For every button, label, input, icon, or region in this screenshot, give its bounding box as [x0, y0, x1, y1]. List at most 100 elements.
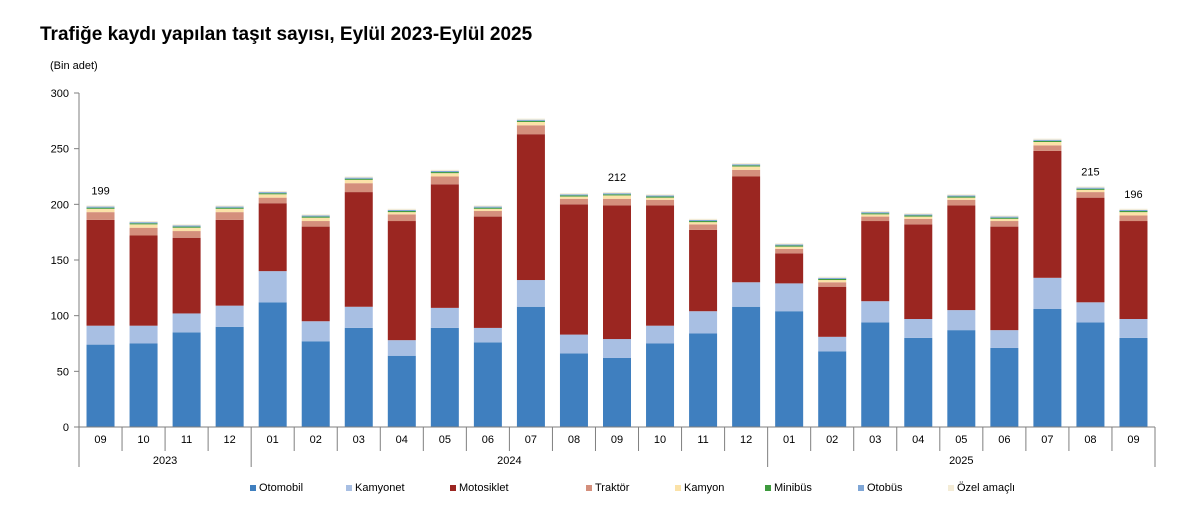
bar-segment: [861, 212, 890, 214]
bar-segment: [904, 214, 933, 216]
bar-segment: [1076, 189, 1105, 193]
bar-segment: [344, 179, 373, 184]
bar-segment: [344, 327, 373, 427]
bar-segment: [129, 235, 158, 326]
bar-segment: [990, 217, 1019, 219]
bar-segment: [1119, 221, 1148, 320]
bar-segment: [990, 216, 1019, 218]
bar-segment: [559, 196, 588, 199]
bar-segment: [861, 213, 890, 215]
x-tick-label: 06: [998, 434, 1010, 446]
bar-segment: [689, 219, 718, 222]
bar-segment: [301, 217, 330, 222]
bar-segment: [129, 221, 158, 223]
bar-segment: [473, 342, 502, 427]
legend-label: Traktör: [595, 482, 630, 494]
bar-segment: [215, 208, 244, 213]
bar-segment: [904, 216, 933, 219]
bar-segment: [732, 306, 761, 427]
bar-segment: [646, 343, 675, 427]
bar-segment: [689, 224, 718, 230]
bar-segment: [603, 339, 631, 358]
bar-segment: [818, 277, 847, 279]
legend-label: Kamyonet: [355, 482, 405, 494]
bar-segment: [215, 219, 244, 306]
y-axis-unit-label: (Bin adet): [50, 60, 98, 72]
bar-segment: [904, 319, 933, 338]
bar-segment: [430, 169, 459, 171]
legend-label: Kamyon: [684, 482, 724, 494]
bar-segment: [689, 229, 718, 312]
x-tick-label: 01: [267, 434, 279, 446]
bar-segment: [1033, 141, 1062, 146]
bar-segment: [344, 176, 373, 178]
bar-segment: [430, 327, 459, 427]
chart-title: Trafiğe kaydı yapılan taşıt sayısı, Eylü…: [40, 24, 533, 45]
legend-swatch: [675, 485, 681, 491]
x-tick-label: 11: [697, 434, 708, 446]
bar-segment: [86, 325, 115, 345]
bar-segment: [1033, 145, 1062, 151]
bar-segment: [172, 227, 201, 232]
bar-segment: [1119, 212, 1148, 216]
bar-segment: [1119, 211, 1148, 213]
bar-segment: [904, 224, 933, 320]
bar-segment: [387, 221, 416, 341]
x-tick-label: 07: [1041, 434, 1053, 446]
bar-segment: [646, 205, 675, 326]
bar-segment: [1119, 208, 1148, 210]
bar-segment: [947, 205, 976, 311]
bar-segment: [258, 271, 287, 303]
bar-segment: [473, 207, 502, 209]
bar-segment: [818, 282, 847, 287]
bar-segment: [1033, 277, 1062, 309]
bar-segment: [129, 343, 158, 427]
y-tick-label: 50: [57, 366, 69, 378]
bar-segment: [818, 351, 847, 427]
bar-segment: [904, 218, 933, 225]
bar-segment: [516, 119, 545, 121]
bar-segment: [516, 306, 545, 427]
bar-segment: [387, 212, 416, 215]
bar-segment: [775, 245, 804, 247]
bar-segment: [1033, 138, 1062, 140]
bar-segment: [258, 302, 287, 427]
bar-segment: [129, 222, 158, 224]
bar-segment: [904, 213, 933, 215]
y-tick-label: 250: [51, 144, 69, 156]
bar-segment: [172, 224, 201, 226]
legend-swatch: [250, 485, 256, 491]
y-tick-label: 100: [51, 311, 69, 323]
bar-segment: [1033, 139, 1062, 141]
bar-segment: [689, 222, 718, 225]
bar-segment: [301, 214, 330, 216]
bar-segment: [344, 178, 373, 180]
bar-segment: [301, 221, 330, 227]
bar-segment: [516, 134, 545, 281]
bar-segment: [215, 305, 244, 327]
bar-segment: [861, 221, 890, 302]
bar-segment: [559, 334, 588, 354]
bar-segment: [387, 209, 416, 212]
bar-segment: [172, 226, 201, 228]
bar-segment: [646, 195, 675, 197]
bar-segment: [861, 322, 890, 427]
bar-segment: [1119, 209, 1148, 212]
x-tick-label: 09: [94, 434, 106, 446]
bar-segment: [86, 219, 115, 326]
bar-segment: [818, 280, 847, 283]
y-tick-label: 150: [51, 255, 69, 267]
bar-segment: [215, 326, 244, 427]
bar-segment: [818, 278, 847, 281]
bar-segment: [430, 170, 459, 173]
bar-segment: [344, 192, 373, 307]
bar-segment: [775, 311, 804, 427]
bar-segment: [258, 190, 287, 193]
bar-segment: [129, 227, 158, 236]
bar-segment: [1119, 337, 1148, 427]
bar-segment: [603, 357, 631, 427]
bar-segment: [1119, 215, 1148, 222]
x-tick-label: 03: [353, 434, 365, 446]
bar-segment: [732, 169, 761, 177]
bar-segment: [129, 223, 158, 225]
